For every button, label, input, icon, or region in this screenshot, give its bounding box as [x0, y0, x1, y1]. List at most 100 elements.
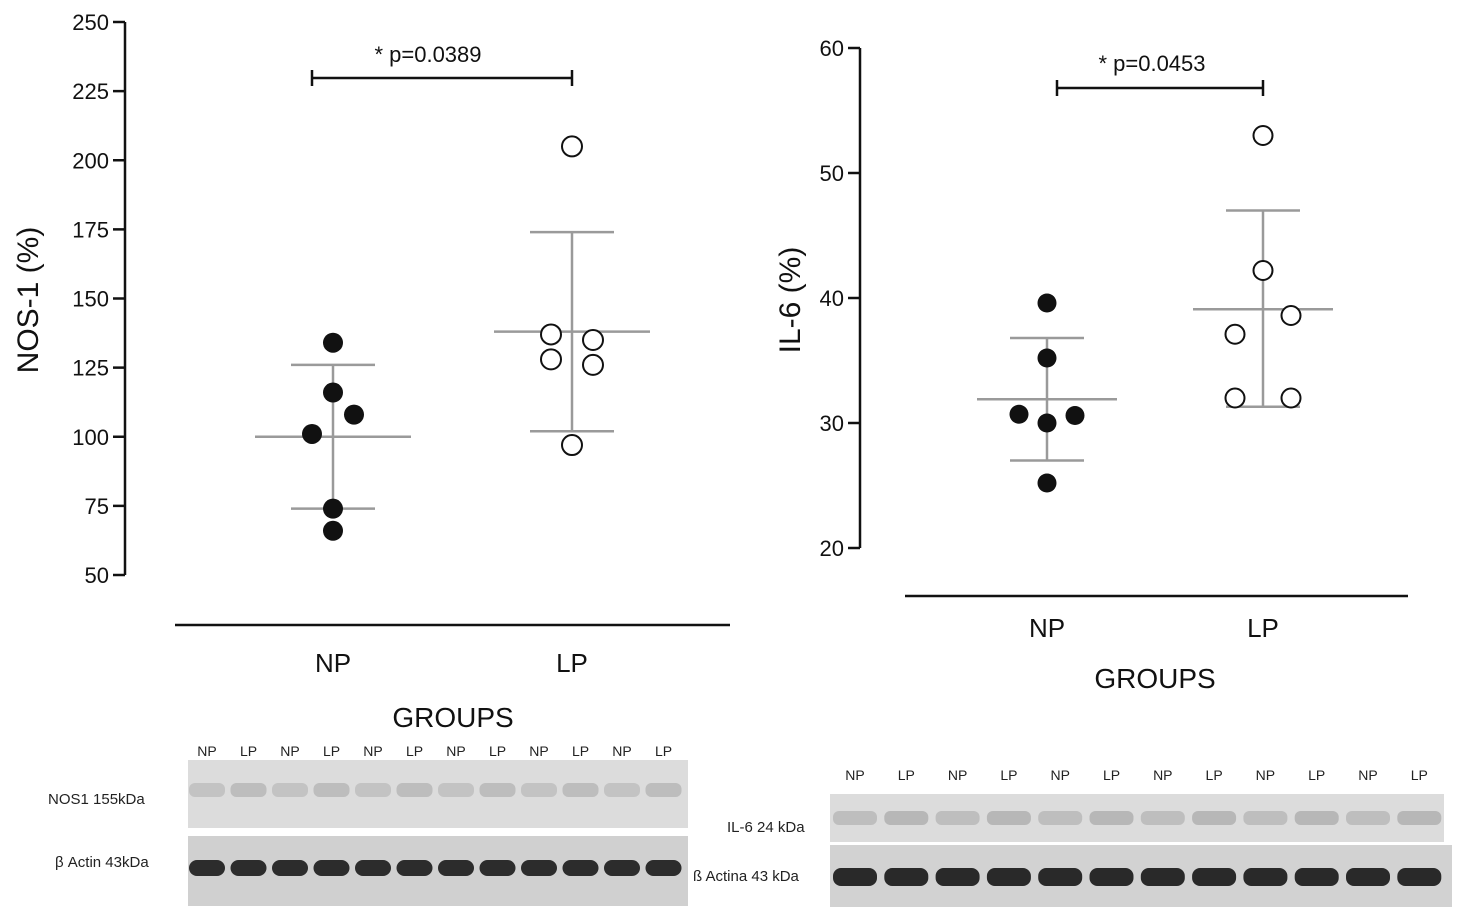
blot-band [438, 783, 474, 797]
actin-band [1294, 868, 1339, 886]
actin-band [986, 868, 1031, 886]
category-label-np: NP [315, 648, 351, 678]
blot-lane-label: LP [240, 743, 257, 759]
data-point-np [323, 520, 343, 541]
actin-band [313, 860, 350, 876]
actin-band [189, 860, 225, 876]
y-tick-label: 30 [820, 411, 844, 436]
data-point-lp [561, 434, 583, 457]
data-point-lp [1252, 260, 1274, 281]
data-point-np [1037, 293, 1057, 313]
blot-row-label: ß Actina 43 kDa [693, 868, 800, 885]
blot-band [230, 783, 267, 797]
actin-band [1089, 868, 1134, 886]
y-tick-label: 75 [85, 494, 109, 519]
actin-band [1140, 868, 1185, 886]
data-point-np [344, 404, 364, 425]
actin-band [645, 860, 682, 876]
actin-band [355, 860, 391, 876]
y-tick-label: 20 [820, 536, 844, 561]
data-point-np [1037, 413, 1057, 433]
y-tick-label: 50 [85, 563, 109, 588]
blot-band [1038, 811, 1083, 825]
blot-band [562, 783, 599, 797]
y-axis-title-nos1: NOS-1 (%) [12, 227, 45, 374]
actin-band [1192, 868, 1237, 886]
y-tick-label: 150 [72, 287, 109, 312]
actin-band [396, 860, 433, 876]
chart-il6: 20 30 40 50 60 * p=0.0453 NP LP GROUPS IL-6 … [774, 36, 1408, 694]
data-point-np [323, 382, 343, 403]
actin-band [438, 860, 474, 876]
x-axis-title-nos1: GROUPS [392, 702, 513, 733]
blot-lane-label: LP [323, 743, 340, 759]
y-axis-title-il6: IL-6 (%) [774, 247, 807, 354]
y-tick-label: 200 [72, 148, 109, 173]
actin-band [272, 860, 308, 876]
blot-lane-label: NP [1050, 767, 1069, 783]
blot-lane-label: NP [363, 743, 382, 759]
y-tick-label: 100 [72, 425, 109, 450]
data-point-np [323, 332, 343, 353]
blot-lane-label: NP [446, 743, 465, 759]
blot-lane-label: LP [898, 767, 915, 783]
y-tick-label: 175 [72, 217, 109, 242]
y-tick-label: 40 [820, 286, 844, 311]
blot-band [1346, 811, 1390, 825]
blot-band [604, 783, 640, 797]
y-tick-label: 250 [72, 10, 109, 35]
data-point-lp [1224, 323, 1246, 345]
blot-band [1089, 811, 1134, 825]
blot-panel-nos1 [188, 760, 688, 828]
blot-band [479, 783, 516, 797]
data-point-np [323, 498, 343, 519]
blot-band [986, 811, 1031, 825]
actin-band [884, 868, 929, 886]
blot-band [645, 783, 682, 797]
category-label-lp: LP [556, 648, 588, 678]
blot-lane-label: NP [948, 767, 967, 783]
actin-band [562, 860, 599, 876]
blot-band [272, 783, 308, 797]
significance-label-nos1: * p=0.0389 [374, 42, 481, 67]
blot-band [935, 811, 980, 825]
blot-band [521, 783, 557, 797]
x-axis-title-il6: GROUPS [1094, 663, 1215, 694]
blot-panel-il6 [830, 794, 1444, 842]
data-point-np [1009, 404, 1029, 424]
blot-lane-label: NP [845, 767, 864, 783]
blot-lane-label: LP [489, 743, 506, 759]
blot-band [833, 811, 877, 825]
category-label-np: NP [1029, 613, 1065, 643]
actin-band [1038, 868, 1083, 886]
y-tick-label: 50 [820, 161, 844, 186]
y-tick-label: 125 [72, 356, 109, 381]
actin-band [230, 860, 267, 876]
blot-lane-label: NP [1153, 767, 1172, 783]
blot-band [313, 783, 350, 797]
blot-lane-label: NP [1358, 767, 1377, 783]
blot-lane-label: NP [1256, 767, 1275, 783]
data-point-np [1065, 406, 1085, 425]
blot-lane-label: LP [1000, 767, 1017, 783]
blot-band [1243, 811, 1288, 825]
blot-lane-label: LP [1206, 767, 1223, 783]
blot-lane-label: LP [572, 743, 589, 759]
actin-band [521, 860, 557, 876]
blot-band [1140, 811, 1185, 825]
data-point-lp [1224, 387, 1246, 409]
blot-band [1397, 811, 1442, 825]
actin-band [1346, 868, 1390, 886]
data-point-lp [540, 323, 562, 346]
blot-lane-label: NP [197, 743, 216, 759]
y-tick-label: 60 [820, 36, 844, 61]
blot-lane-label: NP [612, 743, 631, 759]
actin-band [1243, 868, 1288, 886]
blot-band [189, 783, 225, 797]
blot-band [396, 783, 433, 797]
blot-lane-label: LP [1411, 767, 1428, 783]
data-point-lp [582, 328, 604, 351]
western-blot-nos1: NP LP NP LP NP LP NP LP NP LP NP LP NOS1 155kDa β A… [48, 743, 688, 906]
